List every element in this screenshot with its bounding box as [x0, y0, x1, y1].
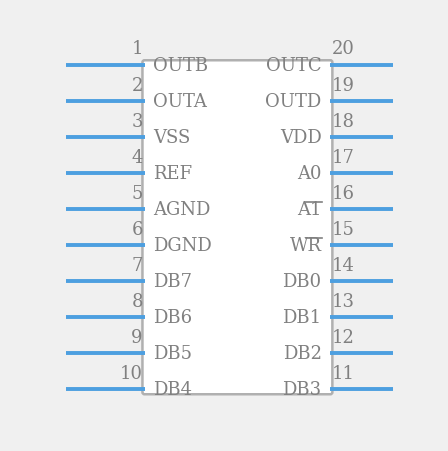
Text: OUTC: OUTC — [266, 57, 322, 75]
Text: 5: 5 — [131, 184, 143, 202]
Text: AGND: AGND — [153, 201, 211, 219]
Text: 11: 11 — [332, 364, 355, 382]
Text: 4: 4 — [131, 148, 143, 166]
Text: 20: 20 — [332, 41, 355, 58]
Text: DB1: DB1 — [283, 308, 322, 327]
Text: WR: WR — [289, 237, 322, 255]
Text: 18: 18 — [332, 112, 355, 130]
Text: 8: 8 — [131, 292, 143, 310]
Text: 13: 13 — [332, 292, 355, 310]
Text: 10: 10 — [120, 364, 143, 382]
Text: VSS: VSS — [153, 129, 190, 147]
Text: OUTB: OUTB — [153, 57, 208, 75]
Text: 16: 16 — [332, 184, 355, 202]
Text: A0: A0 — [297, 165, 322, 183]
Text: DB5: DB5 — [153, 345, 192, 363]
Text: DB7: DB7 — [153, 273, 192, 290]
Text: OUTA: OUTA — [153, 93, 207, 111]
Text: DB3: DB3 — [283, 381, 322, 399]
Text: OUTD: OUTD — [265, 93, 322, 111]
Text: 6: 6 — [131, 220, 143, 238]
Text: A1: A1 — [297, 201, 322, 219]
Text: 2: 2 — [131, 76, 143, 94]
Text: DGND: DGND — [153, 237, 212, 255]
Text: 3: 3 — [131, 112, 143, 130]
Text: REF: REF — [153, 165, 192, 183]
Text: 12: 12 — [332, 328, 355, 346]
Text: DB2: DB2 — [283, 345, 322, 363]
Text: 1: 1 — [131, 41, 143, 58]
Text: DB4: DB4 — [153, 381, 192, 399]
Text: DB0: DB0 — [283, 273, 322, 290]
Text: 9: 9 — [131, 328, 143, 346]
Text: 19: 19 — [332, 76, 355, 94]
Text: 15: 15 — [332, 220, 355, 238]
Text: 7: 7 — [131, 256, 143, 274]
FancyBboxPatch shape — [142, 61, 332, 394]
Text: 17: 17 — [332, 148, 355, 166]
Text: DB6: DB6 — [153, 308, 192, 327]
Text: 14: 14 — [332, 256, 355, 274]
Text: VDD: VDD — [280, 129, 322, 147]
